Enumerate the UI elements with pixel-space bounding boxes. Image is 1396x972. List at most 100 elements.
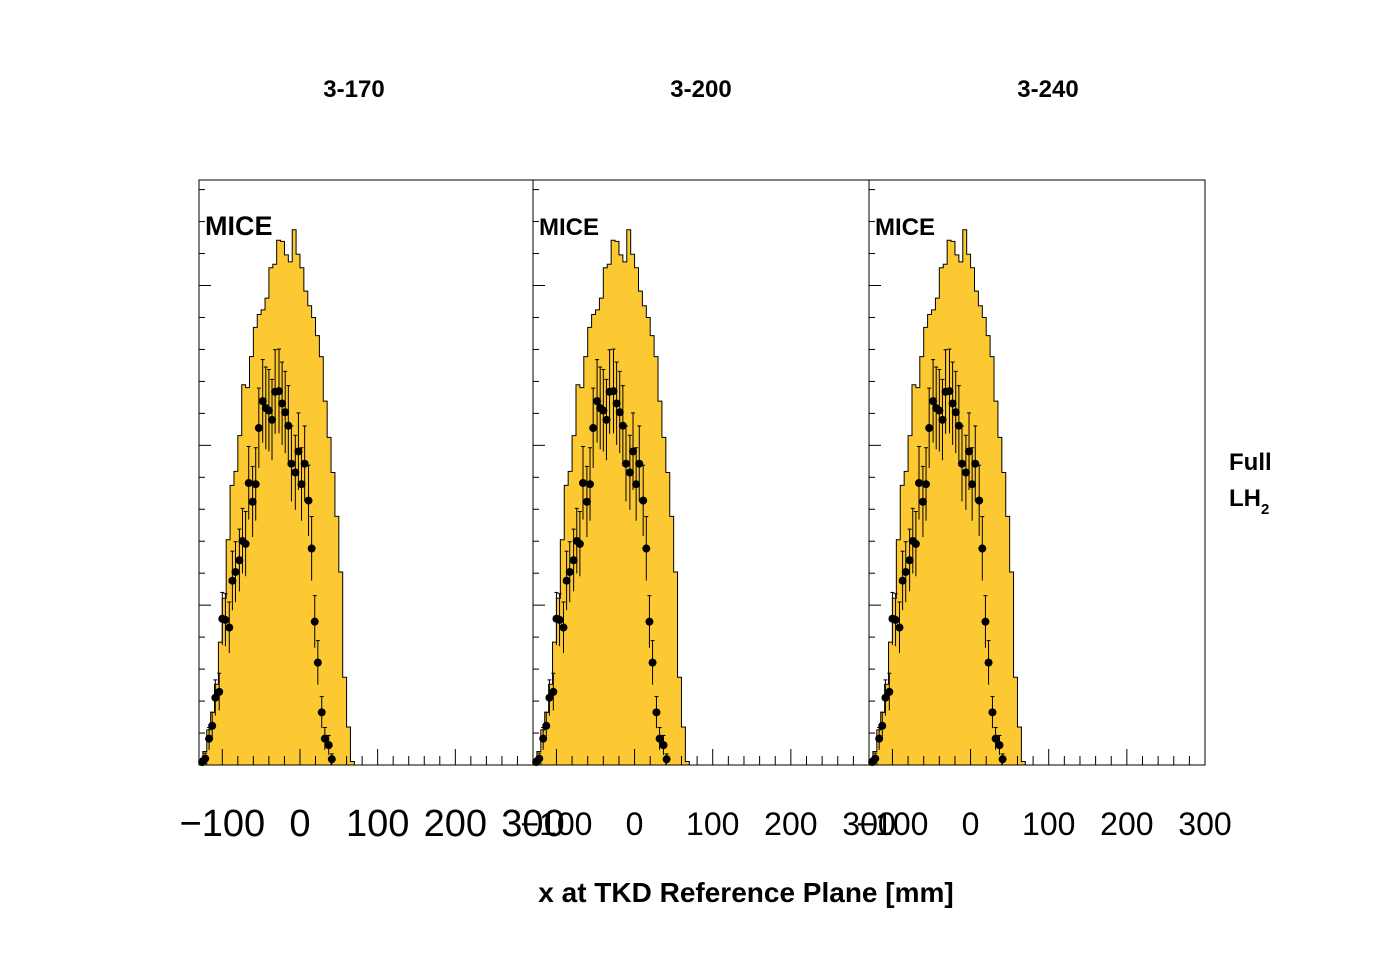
data-point (984, 658, 993, 667)
x-tick-label: 300 (501, 803, 564, 845)
side-label-line1: Full (1229, 449, 1272, 476)
data-point (609, 387, 618, 396)
data-point (954, 421, 963, 430)
data-point (957, 459, 966, 468)
data-point (615, 408, 624, 417)
data-point (891, 615, 900, 624)
data-point (965, 447, 974, 456)
data-point (241, 539, 250, 548)
data-point (659, 741, 668, 750)
data-point (652, 708, 661, 717)
data-point (878, 721, 887, 730)
data-point (621, 459, 630, 468)
data-point (244, 479, 253, 488)
data-point (304, 496, 313, 505)
data-point (935, 406, 944, 415)
data-point (898, 576, 907, 585)
data-point (284, 421, 293, 430)
data-point (612, 399, 621, 408)
mice-watermark: MICE (539, 214, 599, 241)
data-point (264, 406, 273, 415)
data-point (310, 617, 319, 626)
data-point (925, 424, 934, 433)
data-point (555, 615, 564, 624)
data-point (201, 754, 210, 763)
data-point (579, 479, 588, 488)
x-tick-label: −100 (520, 806, 592, 842)
data-point (235, 556, 244, 565)
data-point (327, 755, 336, 764)
data-point (632, 480, 641, 489)
data-point (320, 734, 329, 743)
histogram-panel-1: MICE (198, 179, 534, 767)
data-point (938, 415, 947, 424)
data-point (635, 459, 644, 468)
data-point (881, 693, 890, 702)
data-point (995, 741, 1004, 750)
data-point (317, 708, 326, 717)
data-point (589, 424, 598, 433)
side-label-lh: LH (1229, 485, 1261, 512)
panel-title-1: 3-170 (323, 76, 384, 103)
data-point (275, 387, 284, 396)
data-point (221, 615, 230, 624)
x-tick-label: −100 (180, 803, 266, 845)
x-tick-label: 200 (764, 806, 817, 842)
histogram-panel-3: MICE (868, 179, 1206, 767)
x-axis-title: x at TKD Reference Plane [mm] (538, 877, 953, 908)
x-tick-label: 0 (626, 806, 644, 842)
data-point (575, 539, 584, 548)
data-point (948, 399, 957, 408)
data-point (662, 755, 671, 764)
data-point (228, 576, 237, 585)
data-point (300, 459, 309, 468)
data-point (648, 658, 657, 667)
data-point (569, 556, 578, 565)
data-point (215, 687, 224, 696)
mice-watermark: MICE (875, 214, 935, 241)
data-point (895, 623, 904, 632)
data-point (978, 544, 987, 553)
data-point (625, 468, 634, 477)
data-point (998, 755, 1007, 764)
data-point (922, 480, 931, 489)
x-tick-label: 0 (289, 803, 310, 845)
data-point (905, 556, 914, 565)
data-point (593, 397, 602, 406)
mice-watermark: MICE (205, 211, 273, 241)
x-tick-label: 300 (1178, 806, 1231, 842)
side-label-line2: LH2 (1229, 485, 1269, 518)
data-point (205, 734, 214, 743)
panel-title-3: 3-240 (1017, 76, 1078, 103)
data-point (278, 399, 287, 408)
x-tick-label: −100 (856, 806, 928, 842)
x-tick-label: 100 (346, 803, 409, 845)
x-tick-label: 0 (962, 806, 980, 842)
data-point (599, 406, 608, 415)
data-point (542, 721, 551, 730)
data-point (988, 708, 997, 717)
data-point (258, 397, 267, 406)
data-point (291, 468, 300, 477)
data-point (968, 480, 977, 489)
data-point (562, 576, 571, 585)
x-tick-label: 200 (424, 803, 487, 845)
data-point (915, 479, 924, 488)
data-point (875, 734, 884, 743)
x-tick-labels: −100 0 100 200 300−100 0 100 200 300−100 0 100 200 3… (180, 803, 1232, 845)
data-point (655, 734, 664, 743)
x-tick-label: 100 (1022, 806, 1075, 842)
data-point (268, 415, 277, 424)
data-point (871, 754, 880, 763)
data-point (586, 480, 595, 489)
data-point (231, 567, 240, 576)
data-point (582, 497, 591, 506)
data-point (324, 741, 333, 750)
data-point (645, 617, 654, 626)
data-point (602, 415, 611, 424)
data-point (539, 734, 548, 743)
x-tick-label: 200 (1100, 806, 1153, 842)
data-point (248, 497, 257, 506)
side-label-subscript: 2 (1261, 501, 1269, 518)
data-point (294, 447, 303, 456)
